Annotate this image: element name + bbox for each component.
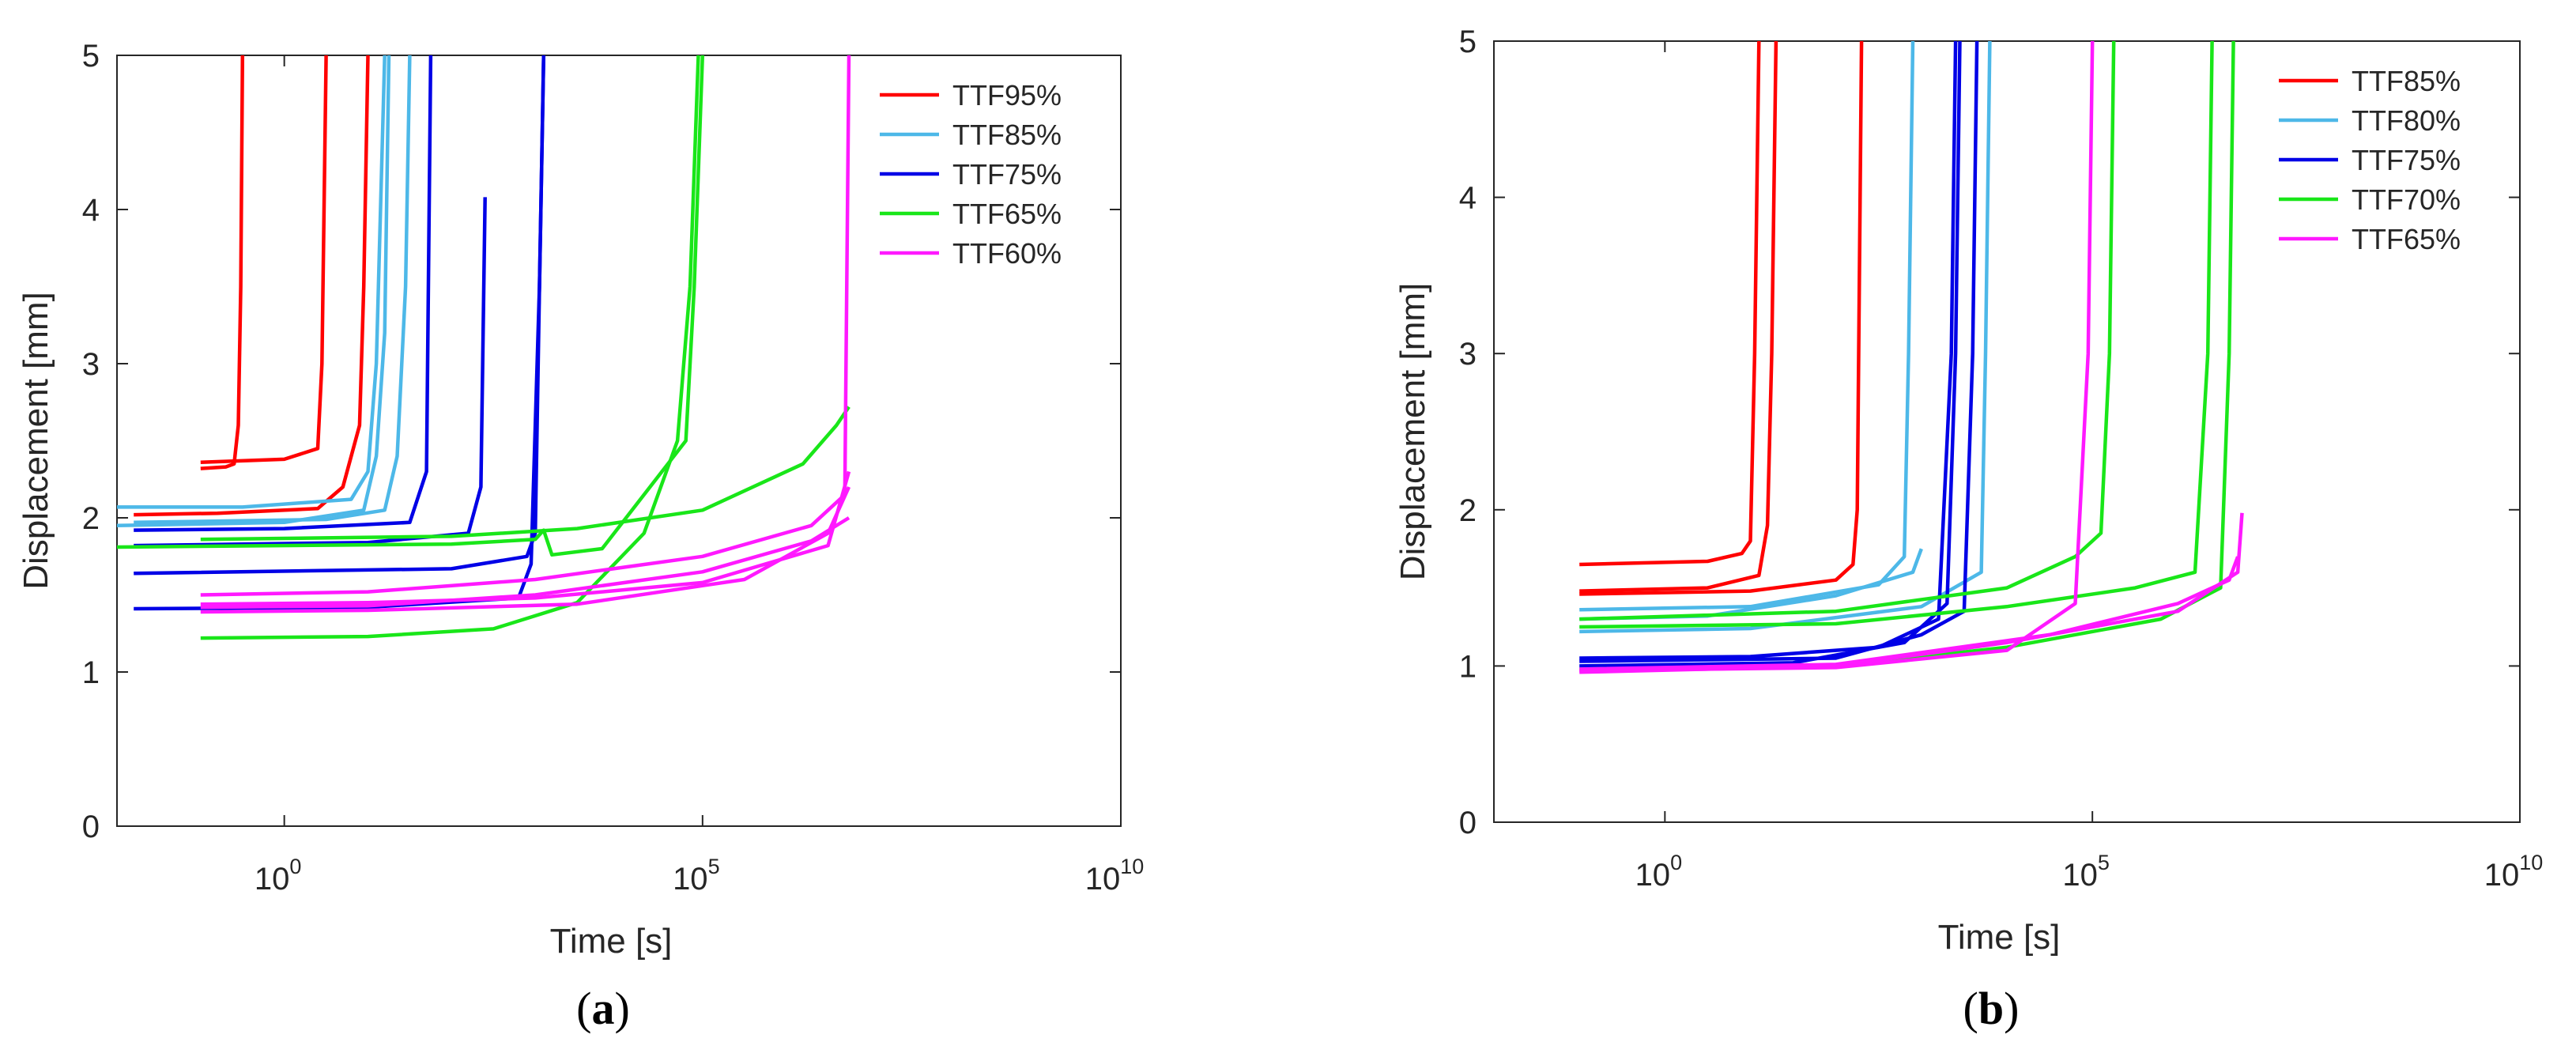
legend-label: TTF85%	[952, 119, 1062, 151]
series-ttf80pct	[1579, 41, 1992, 634]
series-ttf85pct	[1579, 41, 1864, 596]
series-line	[117, 55, 391, 528]
legend-label: TTF65%	[2352, 223, 2461, 255]
x-axis-label: Time [s]	[550, 922, 673, 961]
x-tick-label: 105	[673, 855, 720, 897]
legend-label: TTF75%	[2352, 144, 2461, 176]
y-tick-label: 1	[1459, 649, 1477, 684]
y-tick-label: 5	[1459, 25, 1477, 59]
series-line	[1579, 41, 1962, 668]
series-line	[200, 55, 700, 640]
y-tick-label: 5	[82, 39, 100, 74]
series-line	[1579, 41, 1958, 660]
series-line	[1579, 41, 1915, 612]
series-line	[134, 197, 487, 548]
series-curves	[117, 55, 851, 640]
series-line	[200, 55, 851, 597]
legend-label: TTF85%	[2352, 65, 2461, 97]
series-line	[117, 55, 705, 557]
legend-label: TTF60%	[952, 237, 1062, 270]
y-tick-label: 2	[82, 501, 100, 536]
series-line	[1579, 41, 1761, 567]
series-line	[134, 55, 412, 525]
legend-label: TTF65%	[952, 198, 1062, 230]
plot-area-frame	[116, 55, 1122, 827]
series-line	[1579, 41, 1992, 634]
legend-label: TTF95%	[952, 79, 1062, 111]
y-tick-label: 4	[1459, 181, 1477, 216]
y-axis-label: Displacement [mm]	[17, 292, 55, 590]
y-axis-label: Displacement [mm]	[1394, 283, 1432, 581]
chart-panel-a: 0 1 2 3 4 5 100 105 1010 Time [s] Displacement [mm…	[17, 39, 1144, 1034]
x-tick-label: 1010	[1085, 855, 1145, 897]
y-tick-label: 3	[1459, 337, 1477, 372]
legend: TTF95% TTF85% TTF75% TTF65% TTF60%	[880, 79, 1062, 270]
y-tick-label: 2	[1459, 493, 1477, 528]
x-axis-label: Time [s]	[1938, 918, 2061, 957]
y-tick-label: 1	[82, 655, 100, 690]
series-line	[1579, 41, 1979, 663]
chart-panel-b: 0 1 2 3 4 5 100 105 1010 Time [s] Displacement [mm…	[1394, 25, 2543, 1034]
x-tick-label: 105	[2062, 851, 2110, 893]
series-ttf85pct	[117, 55, 412, 528]
y-tick-label: 4	[82, 193, 100, 228]
series-line	[134, 55, 433, 532]
series-ttf75pct	[1579, 41, 1979, 668]
series-line	[200, 55, 328, 465]
series-line	[117, 55, 387, 509]
series-line	[1579, 41, 2095, 673]
series-line	[1579, 556, 2240, 671]
legend-label: TTF80%	[2352, 104, 2461, 137]
plot-area-frame	[1493, 40, 2521, 823]
series-ttf65pct	[1579, 41, 2244, 674]
y-tick-label: 0	[1459, 806, 1477, 840]
series-ttf60pct	[200, 55, 851, 614]
x-tick-label: 1010	[2484, 851, 2544, 893]
legend-label: TTF75%	[952, 158, 1062, 191]
series-line	[1579, 512, 2244, 674]
x-tick-label: 100	[1635, 851, 1683, 893]
series-line	[200, 486, 851, 614]
series-line	[200, 470, 851, 606]
series-line	[1579, 41, 1864, 596]
series-line	[1579, 41, 2214, 629]
series-line	[1579, 41, 1778, 593]
panel-label: (b)	[1963, 983, 2020, 1034]
series-line	[200, 516, 850, 610]
series-line	[1579, 41, 2116, 621]
y-tick-label: 0	[82, 810, 100, 844]
series-line	[134, 55, 370, 517]
series-line	[200, 55, 245, 470]
legend-label: TTF70%	[2352, 183, 2461, 216]
series-ttf95pct	[134, 55, 370, 517]
x-tick-label: 100	[255, 855, 302, 897]
series-curves	[1579, 41, 2244, 674]
legend: TTF85% TTF80% TTF75% TTF70% TTF65%	[2279, 65, 2461, 255]
panel-label: (a)	[576, 983, 630, 1034]
y-tick-label: 3	[82, 347, 100, 382]
series-line	[200, 406, 850, 542]
